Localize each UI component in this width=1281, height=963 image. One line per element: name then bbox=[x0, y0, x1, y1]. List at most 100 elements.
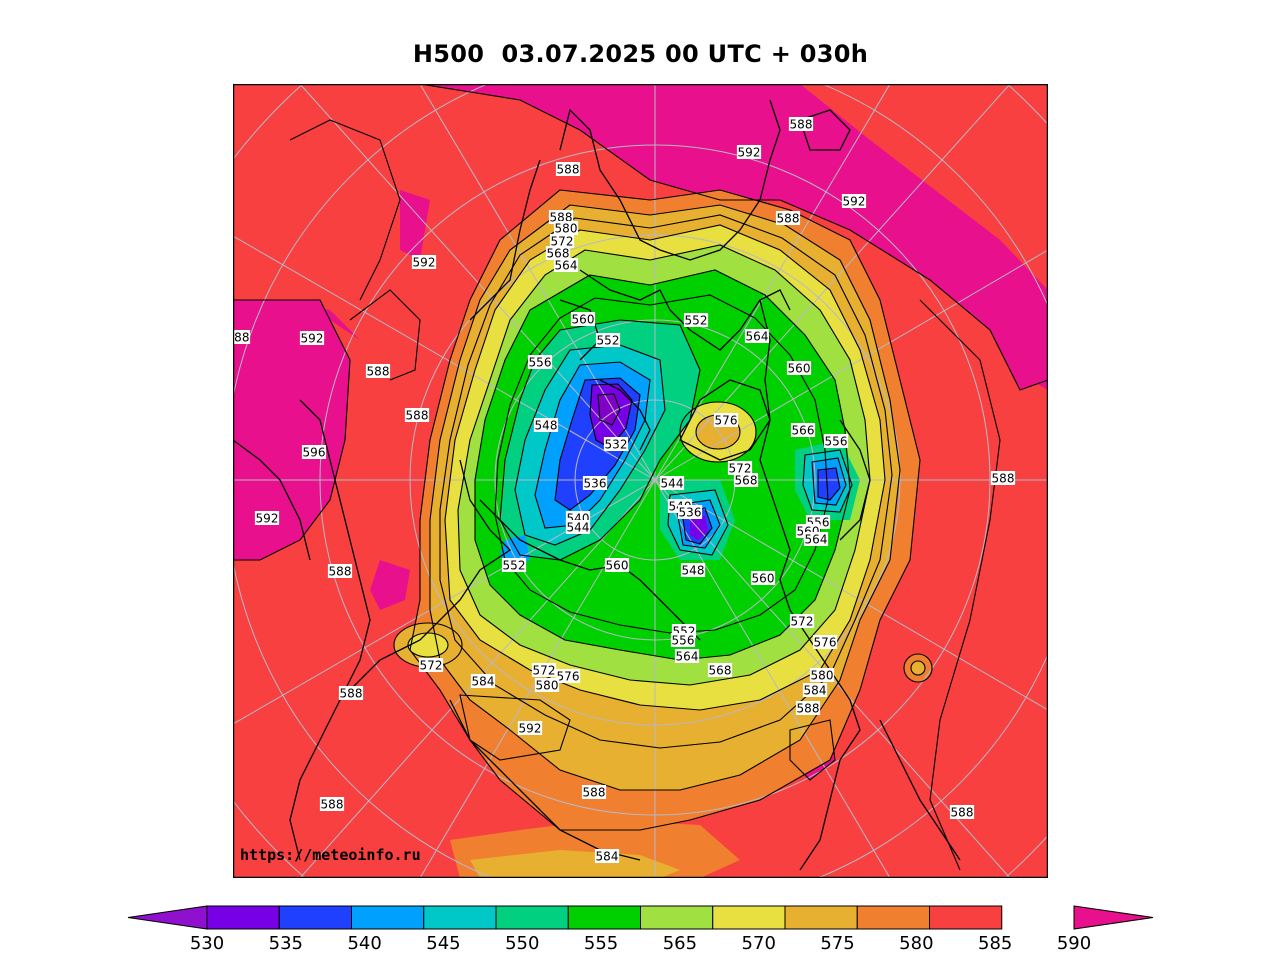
contour-label: 552 bbox=[597, 334, 620, 348]
contour-label-box bbox=[670, 633, 696, 647]
contour-label-box bbox=[823, 434, 849, 448]
colorbar: 530 535 540 545 550 555 565 570 575 580 585 590 bbox=[127, 905, 1154, 954]
contour-label-box bbox=[790, 423, 816, 437]
contour-label-box bbox=[733, 473, 759, 487]
contour-label-box bbox=[501, 558, 527, 572]
contour-label: 596 bbox=[303, 446, 326, 460]
contour-label-box bbox=[570, 312, 596, 326]
contour-label: 576 bbox=[715, 414, 738, 428]
contour-label: 576 bbox=[814, 636, 837, 650]
contour-label: 564 bbox=[746, 330, 769, 344]
colorbar-tick-label: 540 bbox=[347, 933, 381, 954]
contour-label: 580 bbox=[536, 679, 559, 693]
coastlines bbox=[233, 99, 961, 871]
contour-label: 556 bbox=[825, 435, 848, 449]
contour-label-box bbox=[786, 361, 812, 375]
contour-label: 588 bbox=[583, 786, 606, 800]
contour-label-box bbox=[549, 234, 575, 248]
contour-label-box bbox=[534, 678, 560, 692]
contour-label-box bbox=[788, 117, 814, 131]
contour-label: 588 bbox=[233, 331, 249, 345]
contour-label-box bbox=[254, 511, 280, 525]
contour-label: 560 bbox=[606, 559, 629, 573]
contour-label: 568 bbox=[547, 247, 570, 261]
colorbar-segment bbox=[278, 905, 352, 930]
contour-label: 566 bbox=[792, 424, 815, 438]
colorbar-segment bbox=[856, 905, 930, 930]
contour-label: 568 bbox=[709, 664, 732, 678]
colorbar-tick-label: 570 bbox=[742, 933, 776, 954]
field-band-530 bbox=[598, 394, 620, 425]
contour-label: 592 bbox=[301, 332, 324, 346]
watermark-url[interactable]: https://meteoinfo.ru bbox=[240, 846, 421, 864]
contour-label-box bbox=[319, 797, 345, 811]
contour-label: 584 bbox=[804, 684, 827, 698]
contour-label-box bbox=[533, 418, 559, 432]
contour-label-box bbox=[841, 194, 867, 208]
contour-label-box bbox=[789, 614, 815, 628]
contour-label: 564 bbox=[805, 533, 828, 547]
colorbar-tick-label: 530 bbox=[190, 933, 224, 954]
contour-label: 588 bbox=[329, 565, 352, 579]
colorbar-segment bbox=[351, 905, 425, 930]
contour-label: 576 bbox=[557, 670, 580, 684]
contour-label: 552 bbox=[685, 314, 708, 328]
contour-label-box bbox=[707, 663, 733, 677]
contour-label: 572 bbox=[791, 615, 814, 629]
colorbar-segment bbox=[567, 905, 641, 930]
contour-label-box bbox=[809, 668, 835, 682]
colorbar-under-arrow bbox=[127, 905, 208, 930]
contour-label-box bbox=[582, 476, 608, 490]
contour-label: 536 bbox=[584, 477, 607, 491]
contour-label-box bbox=[727, 461, 753, 475]
contour-label: 548 bbox=[682, 564, 705, 578]
height-contours bbox=[233, 84, 1048, 871]
contour-label-box bbox=[949, 805, 975, 819]
contour-label: 592 bbox=[519, 722, 542, 736]
contour-label-box bbox=[595, 333, 621, 347]
colorbar-tick-label: 555 bbox=[584, 933, 618, 954]
contour-label-box bbox=[555, 162, 581, 176]
contour-label: 552 bbox=[503, 559, 526, 573]
colorbar-segment bbox=[640, 905, 714, 930]
contour-label: 588 bbox=[406, 409, 429, 423]
colorbar-tick-label: 545 bbox=[426, 933, 460, 954]
contour-label-box bbox=[233, 330, 251, 344]
contour-label: 584 bbox=[596, 850, 619, 864]
contour-label: 592 bbox=[843, 195, 866, 209]
contour-label: 592 bbox=[256, 512, 279, 526]
contour-label-box bbox=[683, 313, 709, 327]
contour-label-box bbox=[299, 331, 325, 345]
contour-label-box bbox=[327, 564, 353, 578]
contour-label-box bbox=[795, 701, 821, 715]
contour-label: 560 bbox=[788, 362, 811, 376]
contour-label: 532 bbox=[605, 438, 628, 452]
colorbar-tick-label: 550 bbox=[505, 933, 539, 954]
contour-label-box bbox=[553, 221, 579, 235]
contour-label: 556 bbox=[672, 634, 695, 648]
colorbar-segment bbox=[423, 905, 497, 930]
contour-label: 560 bbox=[572, 313, 595, 327]
contour-label-box bbox=[604, 558, 630, 572]
contour-label: 588 bbox=[951, 806, 974, 820]
contour-label-box bbox=[553, 258, 579, 272]
contour-label-box bbox=[411, 255, 437, 269]
map-title: H500 03.07.2025 00 UTC + 030h bbox=[412, 40, 869, 68]
contour-label: 560 bbox=[752, 572, 775, 586]
contour-label-box bbox=[470, 674, 496, 688]
contour-label: 588 bbox=[340, 687, 363, 701]
contour-label-box bbox=[594, 849, 620, 863]
colorbar-tick-label: 590 bbox=[1057, 933, 1091, 954]
contour-label-box bbox=[677, 505, 703, 519]
contour-label-box bbox=[555, 669, 581, 683]
contour-label-box bbox=[802, 683, 828, 697]
contour-label-box bbox=[990, 471, 1016, 485]
contour-label: 580 bbox=[555, 222, 578, 236]
contour-label: 544 bbox=[661, 477, 684, 491]
contour-label-box bbox=[548, 210, 574, 224]
colorbar-segment bbox=[784, 905, 858, 930]
contour-label: 588 bbox=[557, 163, 580, 177]
contour-label: 588 bbox=[790, 118, 813, 132]
colorbar-over-arrow bbox=[1073, 905, 1154, 930]
